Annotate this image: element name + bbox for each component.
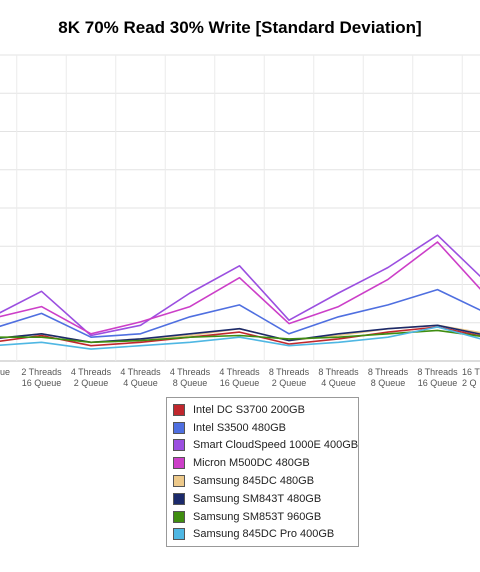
x-tick-label: 8 Threads — [269, 367, 310, 377]
legend-swatch — [173, 421, 185, 434]
x-tick-label: 8 Queue — [173, 378, 208, 388]
legend-swatch — [173, 528, 185, 541]
chart-title: 8K 70% Read 30% Write [Standard Deviatio… — [58, 18, 422, 37]
legend-swatch — [173, 403, 185, 416]
series-lines — [0, 234, 480, 350]
legend-label: Samsung 845DC Pro 400GB — [193, 528, 335, 541]
legend-swatch — [173, 492, 185, 505]
legend-label: Samsung 845DC 480GB — [193, 475, 315, 488]
x-tick-label: ue — [0, 367, 10, 377]
x-tick-label: 8 Threads — [318, 367, 359, 377]
legend-item: Intel DC S3700 200GB — [173, 401, 358, 419]
x-tick-label: 16 Queue — [418, 378, 458, 388]
legend-item: Samsung 845DC 480GB — [173, 472, 358, 490]
series-line-6 — [0, 324, 480, 344]
x-tick-label: 16 T — [462, 367, 480, 377]
x-tick-label: 2 Queue — [272, 378, 307, 388]
x-tick-label: 4 Threads — [71, 367, 112, 377]
legend-label: Samsung SM843T 480GB — [193, 492, 322, 505]
x-tick-label: 2 Q — [462, 378, 477, 388]
legend-label: Samsung SM853T 960GB — [193, 510, 322, 523]
x-tick-label: 2 Queue — [74, 378, 109, 388]
series-line-4 — [0, 241, 480, 335]
legend-item: Intel S3500 480GB — [173, 419, 358, 437]
series-line-8 — [0, 326, 480, 350]
legend-item: Samsung SM843T 480GB — [173, 490, 358, 508]
x-tick-label: 16 Queue — [22, 378, 62, 388]
x-tick-label: 8 Threads — [417, 367, 458, 377]
x-tick-label: 8 Threads — [368, 367, 409, 377]
legend-swatch — [173, 510, 185, 523]
x-tick-label: 16 Queue — [220, 378, 260, 388]
series-line-1 — [0, 326, 480, 347]
legend-item: Samsung SM853T 960GB — [173, 508, 358, 526]
grid-lines — [0, 54, 480, 362]
legend-label: Smart CloudSpeed 1000E 400GB — [193, 439, 359, 452]
legend-label: Micron M500DC 480GB — [193, 457, 310, 470]
legend-item: Micron M500DC 480GB — [173, 454, 358, 472]
legend-label: Intel S3500 480GB — [193, 421, 286, 434]
legend-swatch — [173, 475, 185, 488]
series-line-2 — [0, 288, 480, 339]
legend-swatch — [173, 439, 185, 452]
x-tick-label: 2 Threads — [21, 367, 62, 377]
x-tick-label: 8 Queue — [371, 378, 406, 388]
legend-item: Smart CloudSpeed 1000E 400GB — [173, 437, 358, 455]
x-tick-label: 4 Threads — [120, 367, 161, 377]
legend-item: Samsung 845DC Pro 400GB — [173, 526, 358, 544]
legend-label: Intel DC S3700 200GB — [193, 403, 305, 416]
series-line-7 — [0, 329, 480, 344]
x-tick-label: 4 Threads — [219, 367, 260, 377]
x-tick-label: 4 Queue — [123, 378, 158, 388]
legend: Intel DC S3700 200GB Intel S3500 480GB Sma… — [166, 397, 359, 547]
series-line-3 — [0, 234, 480, 337]
x-tick-label: 4 Queue — [321, 378, 356, 388]
legend-swatch — [173, 457, 185, 470]
x-tick-label: 4 Threads — [170, 367, 211, 377]
